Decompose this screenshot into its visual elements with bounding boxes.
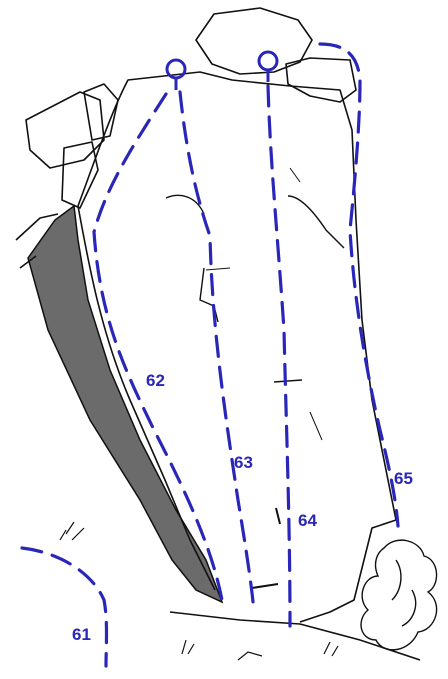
route-line-65 — [318, 42, 400, 528]
grass-tufts — [59, 521, 339, 661]
route-label-64: 64 — [298, 511, 317, 530]
rock-features — [165, 167, 345, 589]
route-line-63 — [178, 90, 256, 614]
route-label-62: 62 — [146, 371, 165, 390]
rock-outline — [15, 7, 421, 661]
route-line-64 — [266, 84, 292, 628]
route-label-63: 63 — [234, 453, 253, 472]
lower-off-ring-icon — [257, 50, 279, 82]
bush-drawing — [360, 539, 438, 651]
shaded-gully — [27, 204, 224, 604]
route-label-65: 65 — [394, 469, 413, 488]
route-line-61 — [20, 546, 109, 668]
lower-off-ring-icon — [165, 58, 187, 90]
route-label-61: 61 — [72, 625, 91, 644]
route-line-62 — [92, 92, 224, 602]
